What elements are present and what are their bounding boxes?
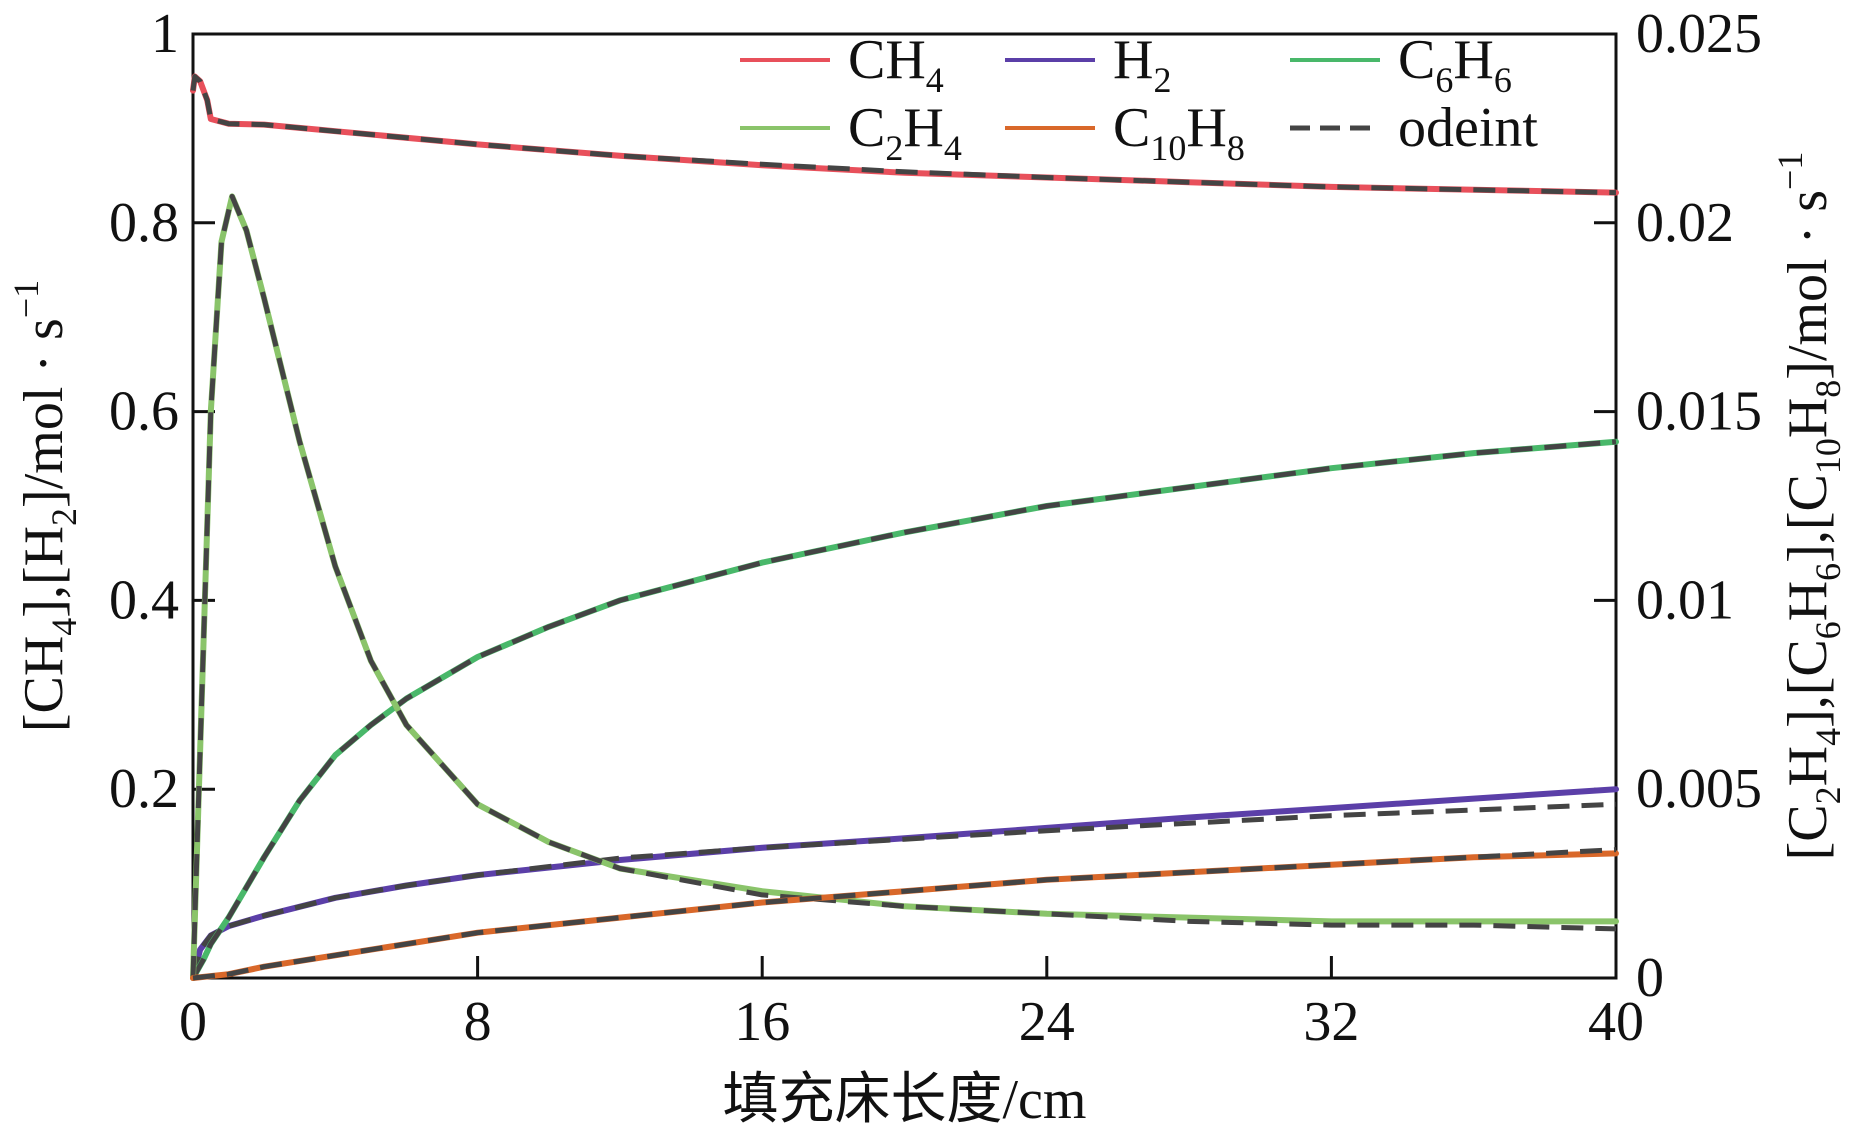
- series-line-odeint-h2: [190, 801, 1617, 979]
- y-left-tick-label: 1: [151, 3, 179, 65]
- series-line-odeint-c6h6: [190, 439, 1617, 980]
- y-right-tick-label: 0.025: [1636, 3, 1762, 65]
- plot-border: [191, 32, 1618, 980]
- legend-label: CH4: [848, 29, 944, 100]
- series-line-c6h6: [190, 438, 1619, 981]
- x-tick-label: 40: [1588, 991, 1644, 1053]
- series-line-c10h8: [190, 850, 1619, 981]
- legend-label: H2: [1113, 29, 1171, 100]
- legend-label: C10H8: [1113, 97, 1245, 168]
- y-left-tick-label: 0.4: [109, 569, 179, 631]
- x-tick-label: 8: [464, 991, 492, 1053]
- y-left-tick-label: 0.2: [109, 758, 179, 820]
- x-tick-label: 32: [1303, 991, 1359, 1053]
- y-right-tick-label: 0.015: [1636, 381, 1762, 443]
- y-right-tick-label: 0.01: [1636, 569, 1734, 631]
- y-right-tick-label: 0.02: [1636, 192, 1734, 254]
- legend-label: C6H6: [1398, 29, 1512, 100]
- x-axis-title: 填充床长度/cm: [723, 1069, 1087, 1131]
- y-left-axis-title: [CH4],[H2]/mol · s−1: [6, 280, 84, 732]
- legend-label: odeint: [1398, 97, 1538, 159]
- x-tick-label: 24: [1019, 991, 1075, 1053]
- legend-label: C2H4: [848, 97, 962, 168]
- y-left-tick-label: 0.6: [109, 381, 179, 443]
- y-right-axis-title: [C2H4],[C6H6],[C10H8]/mol · s−1: [1770, 152, 1848, 861]
- series-line-odeint-c10h8: [192, 847, 1617, 981]
- series-line-odeint-ch4: [190, 74, 1617, 196]
- yl-title-text: [CH4],[H2]/mol · s−1: [6, 280, 84, 732]
- x-tick-label: 16: [734, 991, 790, 1053]
- series-layer: [190, 73, 1619, 981]
- y-left-tick-label: 0.8: [109, 192, 179, 254]
- x-tick-label: 0: [179, 991, 207, 1053]
- series-line-odeint-c2h4: [190, 193, 1617, 979]
- legend: CH4 H2 C6H6 C2H4 C10H8 odeint: [740, 29, 1538, 168]
- plot-area: [191, 32, 1618, 980]
- yr-title-text: [C2H4],[C6H6],[C10H8]/mol · s−1: [1770, 152, 1848, 861]
- axis-ticks: 0 8 16 24 32 40 0.2 0.4 0.6 0.8 1 0 0.005 0.01 0.015 0.…: [109, 3, 1762, 1053]
- y-right-tick-label: 0.005: [1636, 758, 1762, 820]
- y-right-tick-label: 0: [1636, 947, 1664, 1009]
